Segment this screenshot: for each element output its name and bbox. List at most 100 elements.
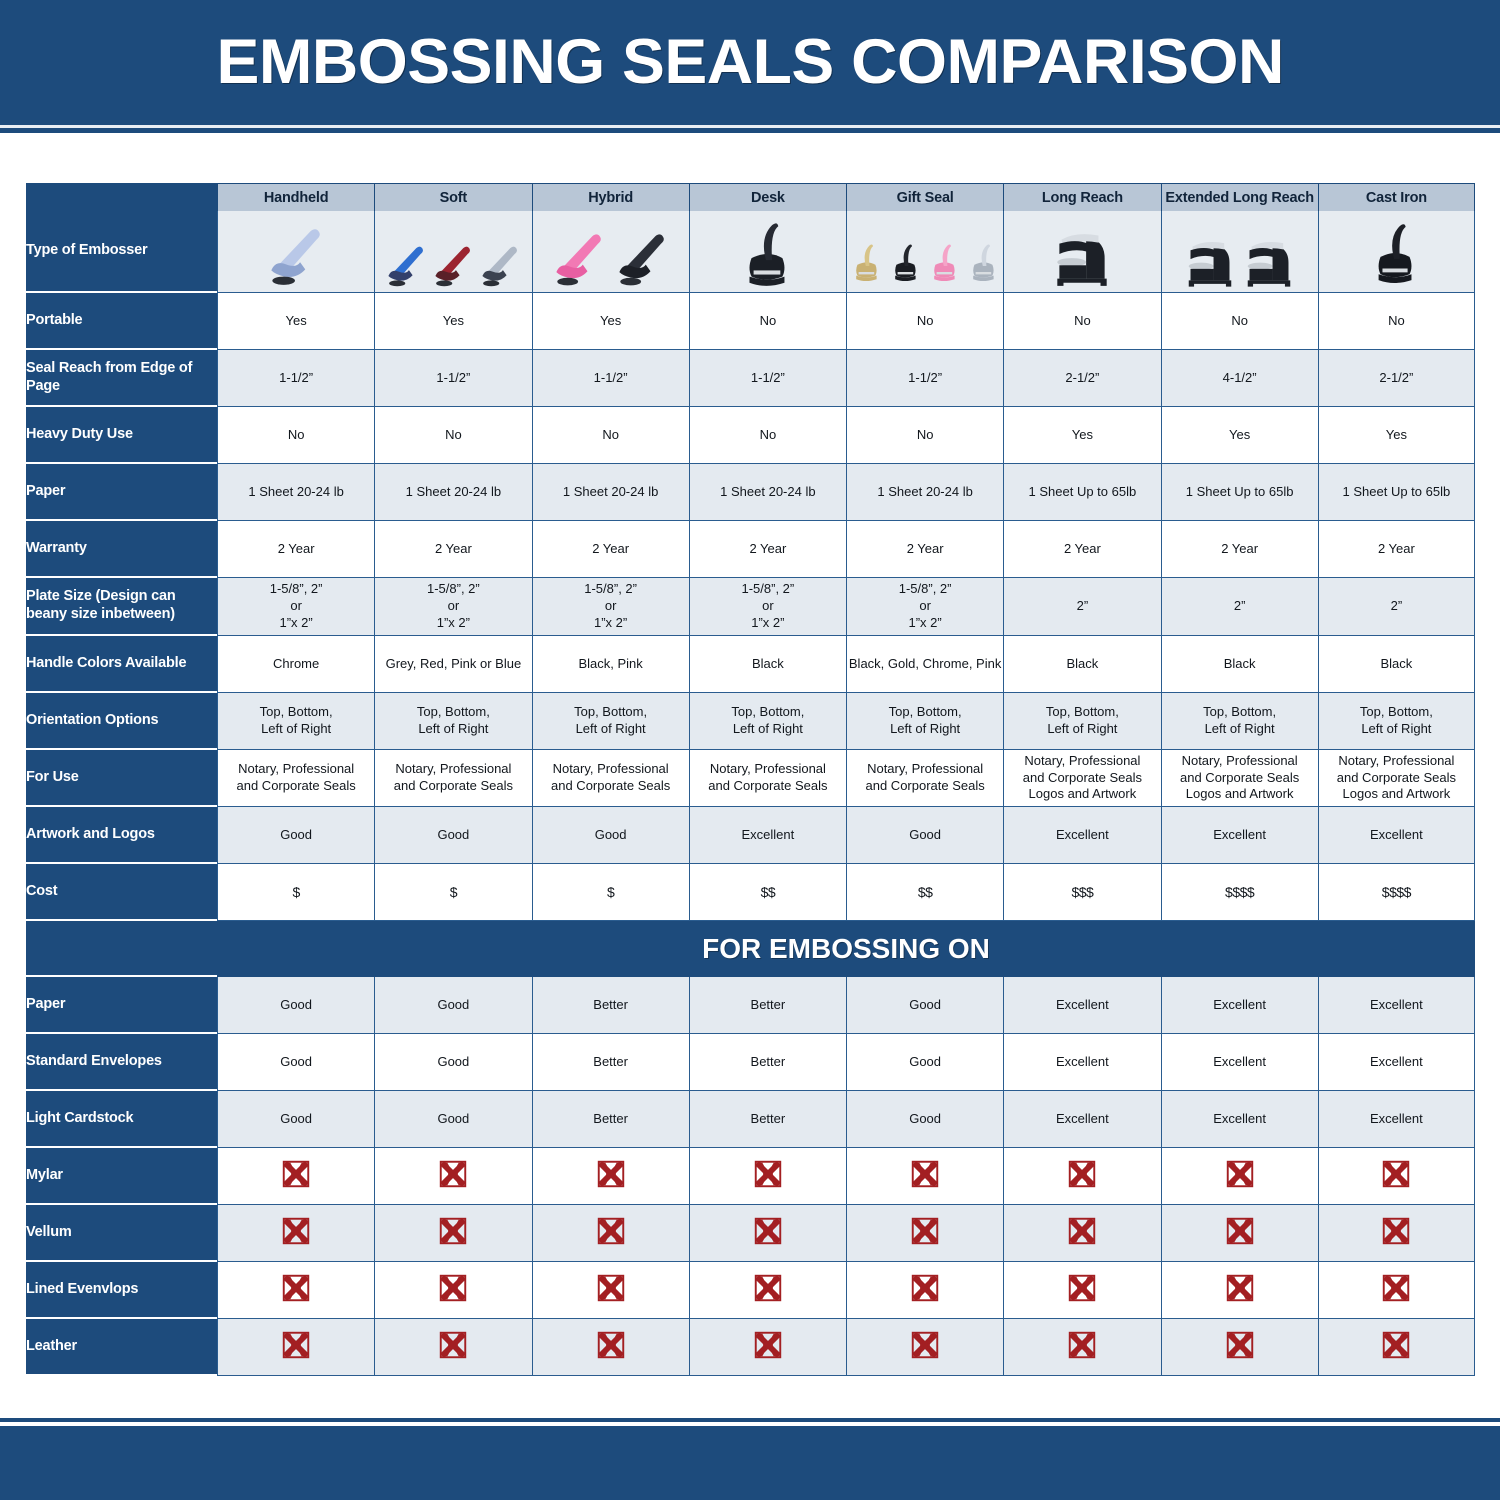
row-label-handle-colors-available: Handle Colors Available xyxy=(26,636,217,693)
desk-embosser-icon xyxy=(688,211,846,293)
red-x-icon xyxy=(846,1205,1004,1262)
cell-value: Notary, Professional and Corporate Seals… xyxy=(1160,750,1318,807)
row-label-for-use: For Use xyxy=(26,750,217,807)
cell-value: $$$$ xyxy=(1160,864,1318,921)
cell-value: 2” xyxy=(1317,578,1475,636)
table-row: Paper Good Good Better Better Good Excellent Ex… xyxy=(26,977,1475,1034)
cell-value: Black xyxy=(1003,636,1161,693)
cell-value: Excellent xyxy=(1317,807,1475,864)
row-label-artwork-and-logos: Artwork and Logos xyxy=(26,807,217,864)
cell-value: 1-5/8”, 2” or 1”x 2” xyxy=(688,578,846,636)
comparison-table: Handheld Soft Hybrid Desk Gift Seal Long Reac… xyxy=(26,183,1475,1376)
cell-value: 2” xyxy=(1160,578,1318,636)
table-row: Seal Reach from Edge of Page 1-1/2” 1-1/2”… xyxy=(26,350,1475,407)
cell-value: 1 Sheet 20-24 lb xyxy=(846,464,1004,521)
row-label-plate-size-design-can-beany-size-inbetwe: Plate Size (Design can beany size inbetw… xyxy=(26,578,217,636)
cell-value: Black, Pink xyxy=(531,636,689,693)
red-x-icon xyxy=(1003,1205,1161,1262)
cell-value: 4-1/2” xyxy=(1160,350,1318,407)
banner-divider-bottom xyxy=(0,133,1500,136)
row-label-leather: Leather xyxy=(26,1319,217,1376)
table-row: Warranty 2 Year 2 Year 2 Year 2 Year 2 Year 2 … xyxy=(26,521,1475,578)
table-row: Leather xyxy=(26,1319,1475,1376)
red-x-icon xyxy=(1160,1148,1318,1205)
cell-value: No xyxy=(688,293,846,350)
cell-value: Good xyxy=(217,1091,375,1148)
long-reach-embosser-icon xyxy=(1003,211,1161,293)
red-x-icon xyxy=(1003,1319,1161,1376)
cell-value: No xyxy=(374,407,532,464)
red-x-icon xyxy=(846,1319,1004,1376)
red-x-icon xyxy=(846,1262,1004,1319)
cell-value: Notary, Professional and Corporate Seals xyxy=(374,750,532,807)
column-header-gift-seal: Gift Seal xyxy=(846,183,1004,211)
cell-value: $$$ xyxy=(1003,864,1161,921)
cell-value: Excellent xyxy=(1160,807,1318,864)
table-row: Lined Evenvlops xyxy=(26,1262,1475,1319)
cell-value: Better xyxy=(531,1034,689,1091)
red-x-icon xyxy=(531,1262,689,1319)
row-label-cost: Cost xyxy=(26,864,217,921)
cell-value: Yes xyxy=(1160,407,1318,464)
cell-value: 1 Sheet 20-24 lb xyxy=(374,464,532,521)
red-x-icon xyxy=(374,1205,532,1262)
cell-value: Notary, Professional and Corporate Seals xyxy=(217,750,375,807)
cell-value: 1-5/8”, 2” or 1”x 2” xyxy=(217,578,375,636)
section-banner-spacer xyxy=(26,921,217,977)
cell-value: Black xyxy=(688,636,846,693)
cell-value: Excellent xyxy=(1003,1034,1161,1091)
cell-value: 1-5/8”, 2” or 1”x 2” xyxy=(846,578,1004,636)
red-x-icon xyxy=(217,1205,375,1262)
handheld-embosser-icon xyxy=(217,211,375,293)
section-banner-title: FOR EMBOSSING ON xyxy=(217,921,1475,977)
banner-divider-mid xyxy=(0,128,1500,133)
cell-value: $$ xyxy=(846,864,1004,921)
cell-value: Black xyxy=(1160,636,1318,693)
cell-value: Notary, Professional and Corporate Seals xyxy=(531,750,689,807)
red-x-icon xyxy=(688,1205,846,1262)
cell-value: Excellent xyxy=(1317,1034,1475,1091)
cell-value: Good xyxy=(217,807,375,864)
cell-value: Excellent xyxy=(1317,977,1475,1034)
row-label-paper: Paper xyxy=(26,977,217,1034)
cell-value: Good xyxy=(374,1034,532,1091)
table-row: Heavy Duty Use No No No No No Yes Yes Yes xyxy=(26,407,1475,464)
cell-value: No xyxy=(846,293,1004,350)
row-label-orientation-options: Orientation Options xyxy=(26,693,217,750)
page-title: EMBOSSING SEALS COMPARISON xyxy=(216,27,1284,97)
cell-value: Top, Bottom, Left of Right xyxy=(688,693,846,750)
cell-value: 2 Year xyxy=(846,521,1004,578)
cell-value: Good xyxy=(846,1091,1004,1148)
cell-value: 1-1/2” xyxy=(374,350,532,407)
red-x-icon xyxy=(846,1148,1004,1205)
row-label-mylar: Mylar xyxy=(26,1148,217,1205)
cell-value: Black, Gold, Chrome, Pink xyxy=(846,636,1004,693)
cell-value: Notary, Professional and Corporate Seals… xyxy=(1317,750,1475,807)
row-label-lined-evenvlops: Lined Evenvlops xyxy=(26,1262,217,1319)
table-row: Handle Colors Available Chrome Grey, Red, … xyxy=(26,636,1475,693)
column-header-extended-long-reach: Extended Long Reach xyxy=(1160,183,1318,211)
cell-value: 1-5/8”, 2” or 1”x 2” xyxy=(531,578,689,636)
table-row: Paper 1 Sheet 20-24 lb 1 Sheet 20-24 lb 1 S… xyxy=(26,464,1475,521)
cell-value: 1 Sheet Up to 65lb xyxy=(1003,464,1161,521)
red-x-icon xyxy=(1160,1205,1318,1262)
cell-value: Good xyxy=(217,977,375,1034)
cell-value: Better xyxy=(531,1091,689,1148)
cell-value: Good xyxy=(846,1034,1004,1091)
red-x-icon xyxy=(217,1319,375,1376)
cell-value: Top, Bottom, Left of Right xyxy=(217,693,375,750)
red-x-icon xyxy=(1317,1262,1475,1319)
cell-value: Excellent xyxy=(688,807,846,864)
red-x-icon xyxy=(688,1319,846,1376)
table-corner-cell xyxy=(26,183,217,211)
cell-value: Black xyxy=(1317,636,1475,693)
cell-value: 2 Year xyxy=(374,521,532,578)
cell-value: 1-1/2” xyxy=(217,350,375,407)
cell-value: 2” xyxy=(1003,578,1161,636)
cell-value: 2 Year xyxy=(1317,521,1475,578)
cell-value: Top, Bottom, Left of Right xyxy=(374,693,532,750)
cell-value: Yes xyxy=(1317,407,1475,464)
table-row: Portable Yes Yes Yes No No No No No xyxy=(26,293,1475,350)
table-row: Type of Embosser xyxy=(26,211,1475,293)
footer-bar xyxy=(0,1429,1500,1500)
